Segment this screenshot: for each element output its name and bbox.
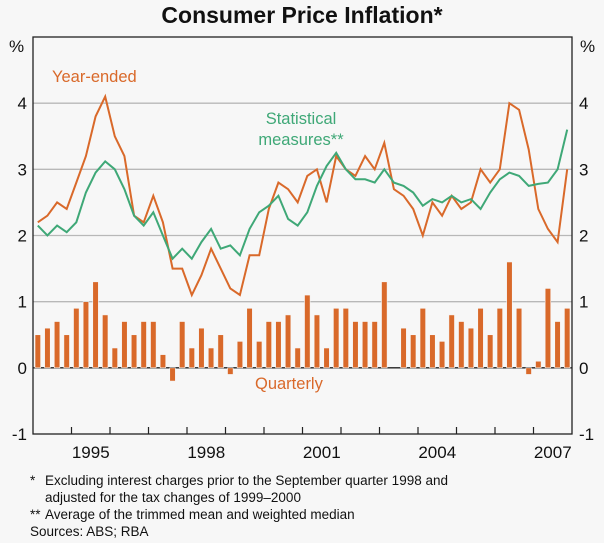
- y-tick-label-right: -1: [579, 425, 594, 444]
- bar-quarterly: [111, 347, 118, 369]
- bar-quarterly: [400, 327, 407, 369]
- bar-quarterly: [53, 321, 61, 369]
- bar-quarterly: [564, 307, 571, 369]
- y-tick-label-right: 1: [579, 293, 588, 312]
- bar-quarterly: [304, 294, 311, 369]
- footnote-2: ** Average of the trimmed mean and weigh…: [30, 506, 448, 523]
- y-tick-label-right: 0: [579, 359, 588, 378]
- bar-quarterly: [477, 307, 484, 369]
- bar-quarterly: [130, 334, 138, 369]
- bar-quarterly: [496, 307, 503, 369]
- bar-quarterly: [544, 288, 552, 369]
- y-tick-label-left: 4: [18, 94, 27, 113]
- bar-quarterly: [73, 307, 80, 369]
- bar-quarterly: [92, 281, 99, 369]
- x-tick-label: 1995: [72, 443, 110, 462]
- gridlines: [33, 102, 572, 369]
- bar-quarterly: [102, 314, 109, 369]
- bar-quarterly: [361, 321, 369, 369]
- footnote-1: * Excluding interest charges prior to th…: [30, 472, 448, 489]
- y-tick-label-left: -1: [12, 425, 27, 444]
- bar-quarterly: [410, 334, 417, 369]
- bar-quarterly: [333, 307, 340, 369]
- footnote-text: Average of the trimmed mean and weighted…: [45, 507, 355, 522]
- y-unit-left: %: [9, 37, 24, 56]
- bar-quarterly: [429, 334, 436, 369]
- bar-quarterly: [525, 367, 532, 375]
- x-tick-labels: 1995 1998 2001 2004 2007: [72, 443, 572, 462]
- label-year-ended: Year-ended: [52, 68, 137, 86]
- x-tick-label: 2007: [534, 443, 572, 462]
- y-tick-label-right: 3: [579, 160, 588, 179]
- bar-quarterly: [284, 314, 292, 369]
- line-statistical-measures: [37, 129, 569, 261]
- bar-quarterly: [217, 334, 224, 369]
- bar-quarterly: [323, 347, 330, 369]
- footnote-1-cont: adjusted for the tax changes of 1999–200…: [30, 489, 448, 506]
- bar-quarterly: [515, 307, 523, 369]
- bar-quarterly: [236, 341, 244, 369]
- bar-quarterly: [448, 314, 455, 369]
- y-tick-label-right: 4: [579, 94, 588, 113]
- bar-quarterly: [179, 321, 186, 369]
- bar-quarterly: [265, 321, 272, 369]
- label-measures: measures**: [258, 131, 344, 149]
- bar-quarterly: [44, 327, 51, 369]
- bar-quarterly: [34, 334, 41, 369]
- sources: Sources: ABS; RBA: [30, 524, 149, 539]
- bar-quarterly: [438, 341, 446, 369]
- bar-quarterly: [352, 321, 359, 369]
- bar-quarterly: [63, 334, 70, 369]
- footnotes: * Excluding interest charges prior to th…: [30, 472, 448, 540]
- x-tick-label: 2001: [303, 443, 341, 462]
- y-tick-label-left: 0: [18, 359, 27, 378]
- bar-quarterly: [487, 334, 494, 369]
- bar-quarterly: [150, 321, 157, 369]
- footnote-mark: *: [30, 473, 36, 488]
- bar-quarterly: [121, 321, 128, 369]
- y-tick-label-right: 2: [579, 227, 588, 246]
- footnote-text: Excluding interest charges prior to the …: [45, 473, 448, 488]
- bar-quarterly: [294, 347, 301, 369]
- bar-quarterly: [256, 341, 263, 369]
- y-tick-label-left: 1: [18, 293, 27, 312]
- line-year-ended: [37, 93, 569, 298]
- y-tick-labels: -1 -1 0 0 1 1 2 2 3 3 4 4: [12, 94, 594, 444]
- y-tick-label-left: 2: [18, 227, 27, 246]
- bar-quarterly: [159, 354, 167, 369]
- bar-quarterly: [246, 307, 253, 369]
- bar-quarterly: [458, 321, 465, 369]
- bar-quarterly: [371, 321, 378, 369]
- bar-quarterly: [313, 314, 321, 369]
- bar-quarterly: [227, 367, 234, 375]
- chart-title: Consumer Price Inflation*: [161, 2, 443, 28]
- quarterly-bars: [34, 261, 571, 382]
- y-unit-right: %: [580, 37, 595, 56]
- bar-quarterly: [169, 367, 176, 382]
- bar-quarterly: [275, 321, 282, 369]
- bar-quarterly: [188, 347, 195, 369]
- bar-quarterly: [140, 321, 147, 369]
- bar-quarterly: [381, 281, 388, 369]
- label-quarterly: Quarterly: [255, 375, 324, 393]
- footnote-mark: [30, 489, 45, 506]
- bar-quarterly: [198, 327, 205, 369]
- label-statistical: Statistical: [266, 110, 337, 128]
- bar-quarterly: [419, 307, 426, 369]
- x-tick-label: 2004: [418, 443, 456, 462]
- series-lines: [37, 93, 569, 298]
- footnote-mark: **: [30, 507, 41, 522]
- y-tick-label-left: 3: [18, 160, 27, 179]
- bar-quarterly: [467, 327, 475, 369]
- bar-quarterly: [342, 307, 349, 369]
- x-ticks: [70, 427, 535, 434]
- bar-quarterly: [554, 321, 561, 369]
- footnote-text: adjusted for the tax changes of 1999–200…: [45, 490, 301, 505]
- bar-quarterly: [82, 301, 90, 369]
- chart-plot: -1 -10 01 12 23 34 4 1995 1998 2001 2004 2007 % % …: [9, 36, 595, 462]
- bar-quarterly: [535, 360, 542, 369]
- x-tick-label: 1998: [187, 443, 225, 462]
- bar-quarterly: [207, 347, 215, 369]
- bar-quarterly: [506, 261, 513, 369]
